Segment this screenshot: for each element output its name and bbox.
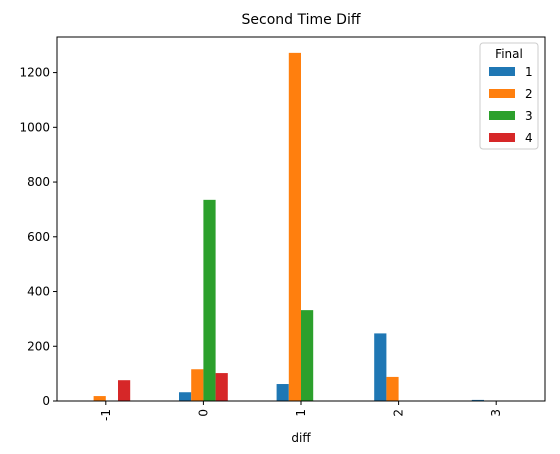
bar-1-3 (471, 399, 484, 401)
legend-label-2: 2 (525, 87, 533, 101)
x-tick-label: 2 (392, 409, 406, 417)
y-tick-label: 0 (42, 394, 50, 408)
y-tick-label: 1200 (19, 66, 50, 80)
x-tick-label: 3 (489, 409, 503, 417)
x-axis-title: diff (291, 431, 311, 445)
bar-1-0 (179, 392, 192, 401)
y-tick-label: 800 (27, 175, 50, 189)
x-tick-label: -1 (99, 409, 113, 421)
legend-swatch-2 (489, 89, 515, 98)
y-tick-label: 1000 (19, 120, 50, 134)
bar-2-0 (191, 369, 204, 401)
bar-3-0 (203, 199, 216, 401)
x-axis: -1 0 1 2 3 (99, 401, 503, 421)
bar-3-1 (301, 310, 314, 401)
plot-area (56, 36, 546, 402)
bar-2-1 (288, 52, 301, 402)
x-tick-label: 0 (196, 409, 210, 417)
bar-4-0 (215, 373, 228, 401)
y-tick-label: 200 (27, 339, 50, 353)
bar-2--1 (93, 396, 106, 401)
legend-title: Final (495, 47, 523, 61)
bar-2-2 (386, 376, 399, 401)
bar-1-2 (374, 333, 387, 401)
legend-swatch-1 (489, 67, 515, 76)
y-axis: 0 200 400 600 800 1000 1200 (19, 66, 57, 408)
legend-swatch-4 (489, 133, 515, 142)
bar-1-1 (276, 384, 289, 401)
legend-label-1: 1 (525, 65, 533, 79)
y-tick-label: 400 (27, 285, 50, 299)
bar-4--1 (118, 380, 131, 401)
chart-title: Second Time Diff (242, 12, 361, 28)
legend-label-3: 3 (525, 109, 533, 123)
legend-label-4: 4 (525, 131, 533, 145)
x-tick-label: 1 (294, 409, 308, 417)
y-tick-label: 600 (27, 230, 50, 244)
legend-swatch-3 (489, 111, 515, 120)
